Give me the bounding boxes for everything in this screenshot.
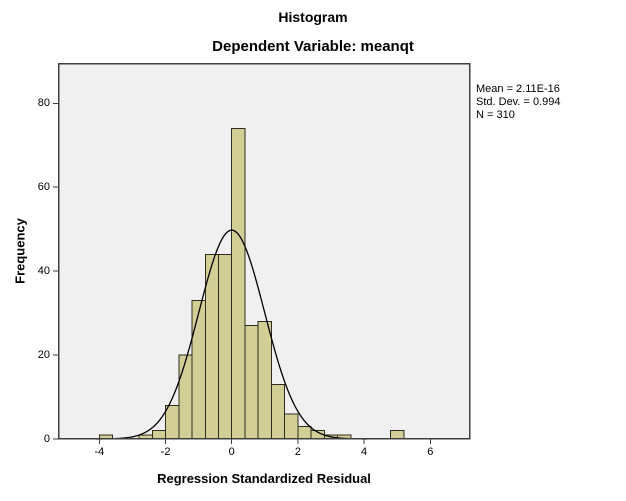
y-tick-label: 80	[37, 97, 50, 110]
x-tick-label: 4	[361, 446, 368, 458]
plot-frame	[57, 62, 471, 440]
histogram-bar	[270, 383, 286, 440]
stat-n: N = 310	[476, 109, 515, 121]
x-tick-label: 2	[294, 446, 301, 458]
chart-title: Histogram	[278, 9, 348, 25]
plot-area	[53, 62, 471, 444]
x-tick-label: -4	[94, 446, 105, 458]
histogram-bar	[244, 325, 259, 440]
histogram-bar	[178, 354, 193, 440]
histogram-bar	[257, 321, 272, 440]
x-tick-label: -2	[160, 446, 171, 458]
chart-subtitle: Dependent Variable: meanqt	[212, 38, 414, 55]
x-axis-title: Regression Standardized Residual	[157, 471, 371, 486]
histogram-bar	[390, 430, 405, 440]
stats-annotation: Mean = 2.11E-16 Std. Dev. = 0.994 N = 31…	[476, 83, 561, 122]
x-tick-label: 0	[228, 446, 235, 458]
histogram-bar	[191, 300, 206, 440]
stat-mean: Mean = 2.11E-16	[476, 83, 560, 95]
x-tick-label: 6	[427, 446, 434, 458]
histogram-bar	[297, 425, 312, 440]
y-tick-label: 40	[37, 265, 50, 278]
histogram-bar	[218, 253, 233, 440]
y-tick-label: 0	[43, 433, 50, 445]
histogram-bar	[284, 413, 299, 440]
y-tick-label: 60	[37, 181, 50, 194]
y-tick-label: 20	[37, 349, 50, 362]
histogram-bar	[151, 430, 167, 440]
histogram-bar	[231, 127, 246, 440]
stat-stddev: Std. Dev. = 0.994	[476, 96, 561, 108]
normal-curve	[96, 229, 368, 440]
histogram-bar	[165, 404, 180, 440]
